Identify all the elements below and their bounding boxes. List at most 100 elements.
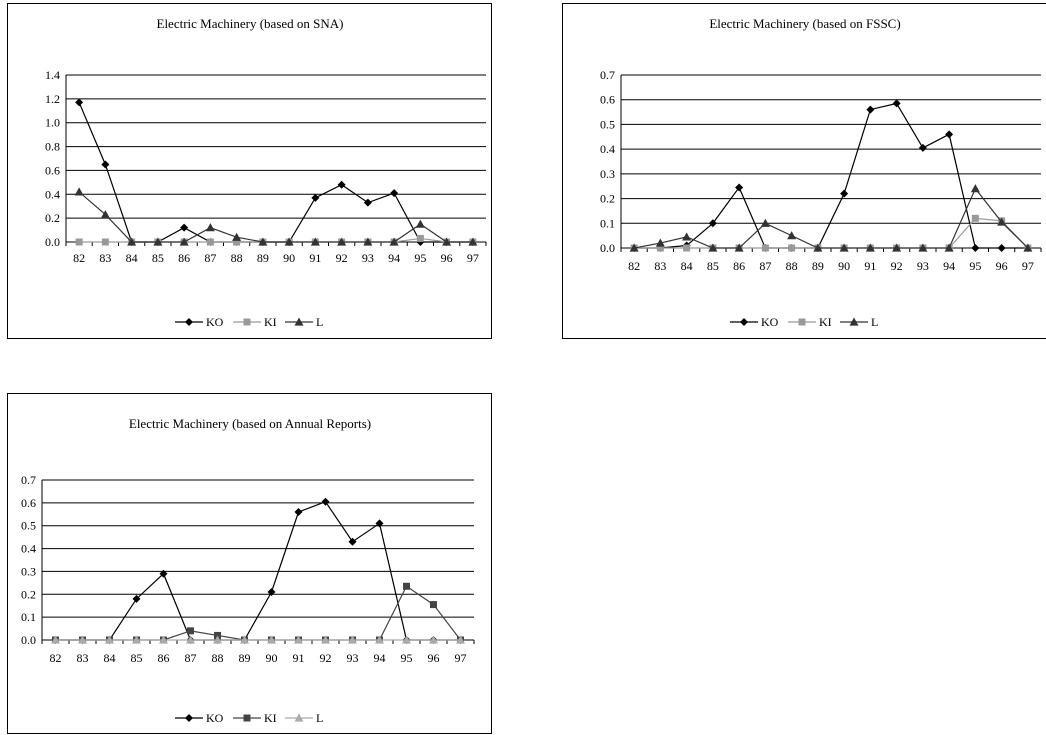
x-tick-label: 95 [969, 259, 981, 273]
data-point-ko [866, 105, 875, 114]
y-tick-label: 0.8 [45, 140, 60, 154]
data-point-l [337, 237, 347, 246]
data-point-l [284, 237, 294, 246]
y-tick-label: 0.3 [21, 564, 36, 578]
data-point-l [232, 232, 242, 241]
x-tick-label: 89 [812, 259, 824, 273]
data-point-l [105, 635, 114, 644]
x-tick-label: 97 [1022, 259, 1034, 273]
data-point-ki [761, 244, 769, 252]
data-point-l [132, 635, 141, 644]
chart-panel-annual-reports: Electric Machinery (based on Annual Repo… [7, 393, 492, 734]
data-point-l [348, 635, 357, 644]
chart-title: Electric Machinery (based on Annual Repo… [129, 416, 371, 431]
y-tick-label: 0.4 [21, 542, 36, 556]
data-point-ki [206, 238, 214, 246]
data-point-l [708, 243, 718, 252]
data-point-l [78, 635, 87, 644]
data-point-ki [214, 631, 221, 639]
data-point-l [402, 635, 411, 644]
y-tick-label: 1.4 [45, 68, 60, 82]
series-line-ko [78, 102, 473, 243]
y-tick-label: 0.4 [45, 187, 60, 201]
legend-marker-ki [798, 318, 806, 326]
legend-marker-ki [243, 714, 251, 722]
legend-label-l: L [316, 711, 323, 725]
data-point-l [682, 232, 692, 241]
x-tick-label: 96 [441, 251, 453, 265]
legend-label-ko: KO [206, 315, 224, 329]
x-tick-label: 94 [943, 259, 955, 273]
data-point-ko [337, 180, 346, 189]
data-point-l [442, 237, 452, 246]
chart-title: Electric Machinery (based on FSSC) [709, 16, 900, 31]
legend-label-ki: KI [819, 315, 832, 329]
data-point-ki [233, 238, 241, 246]
data-point-l [213, 635, 222, 644]
data-point-l [127, 237, 137, 246]
x-tick-label: 97 [467, 251, 479, 265]
data-point-l [363, 237, 373, 246]
x-tick-label: 95 [401, 651, 413, 665]
data-point-ko [945, 130, 954, 139]
y-tick-label: 0.1 [600, 216, 615, 230]
data-point-ko [363, 198, 372, 207]
data-point-ko [708, 219, 717, 228]
x-tick-label: 84 [126, 251, 138, 265]
data-point-ko [132, 594, 141, 603]
x-tick-label: 85 [707, 259, 719, 273]
x-tick-label: 83 [654, 259, 666, 273]
legend-label-ki: KI [264, 711, 277, 725]
data-point-ki [430, 601, 437, 609]
x-tick-label: 90 [838, 259, 850, 273]
data-point-l [760, 218, 770, 227]
series-line-l [634, 187, 1029, 249]
data-point-l [997, 217, 1007, 226]
x-tick-label: 96 [428, 651, 440, 665]
data-point-l [205, 223, 215, 232]
x-tick-label: 87 [204, 251, 216, 265]
legend-label-l: L [871, 315, 878, 329]
data-point-ki [403, 582, 410, 590]
data-point-l [153, 237, 163, 246]
series-line-ko [55, 500, 461, 641]
x-tick-label: 85 [131, 651, 143, 665]
x-tick-label: 88 [786, 259, 798, 273]
legend-marker-ko [740, 318, 748, 326]
legend-marker-l [294, 713, 304, 722]
data-point-ko [267, 588, 276, 596]
x-tick-label: 90 [266, 651, 278, 665]
series-line-ko [634, 102, 1028, 249]
x-tick-label: 84 [681, 259, 693, 273]
data-point-l [865, 243, 875, 252]
data-point-l [1023, 243, 1033, 252]
data-point-l [51, 635, 60, 644]
data-point-ko [180, 223, 189, 232]
y-tick-label: 0.0 [21, 633, 36, 647]
x-tick-label: 89 [239, 651, 251, 665]
x-tick-label: 94 [374, 651, 386, 665]
legend-label-ki: KI [264, 315, 277, 329]
x-tick-label: 93 [362, 251, 374, 265]
y-tick-label: 1.2 [45, 92, 60, 106]
data-point-ki [683, 244, 691, 252]
data-point-ko [971, 244, 980, 252]
y-tick-label: 0.4 [600, 142, 615, 156]
legend-marker-l [849, 317, 859, 326]
data-point-l [159, 635, 168, 644]
x-tick-label: 83 [77, 651, 89, 665]
data-point-l [310, 237, 320, 246]
y-tick-label: 0.7 [600, 68, 615, 82]
y-tick-label: 0.2 [600, 192, 615, 206]
data-point-l [918, 243, 928, 252]
data-point-l [429, 635, 438, 644]
y-tick-label: 0.6 [21, 496, 36, 510]
data-point-l [258, 237, 268, 246]
x-tick-label: 84 [104, 651, 116, 665]
data-point-l [267, 635, 276, 644]
data-point-ko [840, 189, 849, 198]
data-point-ko [348, 537, 357, 546]
data-point-ko [101, 160, 110, 169]
data-point-l [321, 635, 330, 644]
data-point-ko [375, 519, 384, 528]
